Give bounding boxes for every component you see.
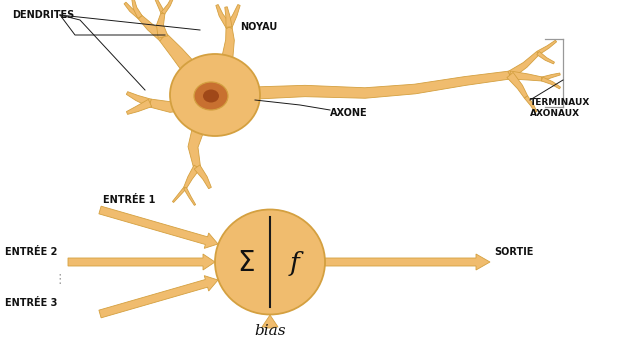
Polygon shape — [537, 51, 555, 64]
Ellipse shape — [203, 89, 219, 102]
Polygon shape — [215, 71, 510, 101]
Polygon shape — [508, 51, 539, 78]
Ellipse shape — [215, 209, 325, 315]
Polygon shape — [127, 99, 152, 115]
Text: TERMINAUX
AXONAUX: TERMINAUX AXONAUX — [530, 98, 590, 118]
Text: bias: bias — [254, 324, 286, 338]
Polygon shape — [149, 88, 218, 112]
Polygon shape — [225, 7, 232, 27]
Text: SORTIE: SORTIE — [494, 247, 534, 257]
Polygon shape — [183, 187, 196, 205]
Text: ENTRÉE 1: ENTRÉE 1 — [103, 195, 155, 205]
Polygon shape — [542, 73, 560, 81]
Polygon shape — [216, 4, 232, 29]
Polygon shape — [99, 276, 218, 318]
Ellipse shape — [194, 82, 228, 110]
Text: f: f — [289, 252, 299, 276]
Polygon shape — [194, 165, 212, 189]
Polygon shape — [216, 27, 235, 86]
Polygon shape — [262, 315, 278, 328]
Polygon shape — [507, 72, 528, 98]
Polygon shape — [139, 15, 166, 41]
Polygon shape — [188, 91, 222, 168]
Polygon shape — [172, 187, 186, 203]
Polygon shape — [183, 165, 200, 189]
Polygon shape — [132, 0, 142, 18]
Polygon shape — [124, 2, 142, 19]
Text: ENTRÉE 3: ENTRÉE 3 — [5, 298, 57, 308]
Polygon shape — [157, 12, 168, 38]
Polygon shape — [537, 40, 557, 55]
Polygon shape — [541, 77, 560, 89]
Text: NOYAU: NOYAU — [240, 22, 277, 32]
Polygon shape — [524, 96, 537, 112]
Polygon shape — [99, 206, 218, 248]
Polygon shape — [325, 254, 490, 270]
Polygon shape — [68, 254, 215, 270]
Polygon shape — [126, 92, 152, 107]
Polygon shape — [159, 34, 222, 102]
Polygon shape — [154, 0, 165, 14]
Polygon shape — [162, 0, 174, 14]
Polygon shape — [510, 71, 542, 81]
Text: AXONE: AXONE — [330, 108, 368, 118]
Text: ENTRÉE 2: ENTRÉE 2 — [5, 247, 57, 257]
Polygon shape — [227, 4, 240, 28]
Text: DENDRITES: DENDRITES — [12, 10, 74, 20]
Text: Σ: Σ — [237, 249, 255, 277]
Ellipse shape — [170, 54, 260, 136]
Text: ⋮: ⋮ — [54, 274, 66, 286]
